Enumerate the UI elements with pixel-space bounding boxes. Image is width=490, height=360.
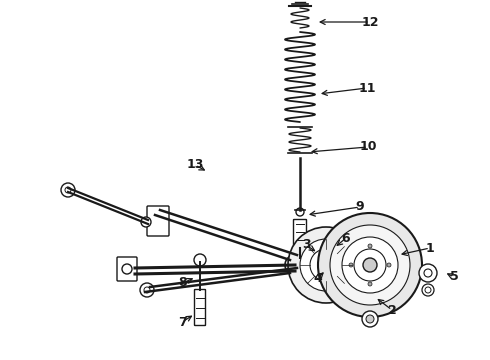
Text: 5: 5: [450, 270, 458, 284]
Text: 4: 4: [314, 271, 322, 284]
Text: 11: 11: [358, 81, 376, 94]
Circle shape: [330, 225, 410, 305]
FancyBboxPatch shape: [195, 289, 205, 325]
Circle shape: [349, 263, 353, 267]
Circle shape: [419, 264, 437, 282]
Circle shape: [300, 239, 352, 291]
Text: 7: 7: [178, 315, 186, 328]
Text: 3: 3: [302, 238, 310, 252]
FancyBboxPatch shape: [294, 220, 307, 248]
Text: 8: 8: [179, 276, 187, 289]
Circle shape: [285, 255, 305, 275]
Circle shape: [194, 254, 206, 266]
Text: 10: 10: [359, 140, 377, 153]
Text: 2: 2: [388, 303, 396, 316]
Text: 9: 9: [356, 201, 364, 213]
FancyBboxPatch shape: [117, 257, 137, 281]
Circle shape: [368, 282, 372, 286]
Text: 12: 12: [361, 15, 379, 28]
Circle shape: [65, 187, 71, 193]
FancyBboxPatch shape: [147, 206, 169, 236]
Circle shape: [290, 260, 300, 270]
Circle shape: [122, 264, 132, 274]
Circle shape: [368, 244, 372, 248]
Text: 6: 6: [342, 231, 350, 244]
Circle shape: [366, 315, 374, 323]
Circle shape: [318, 213, 422, 317]
Circle shape: [141, 217, 151, 227]
Circle shape: [140, 283, 154, 297]
Circle shape: [342, 237, 398, 293]
Circle shape: [61, 183, 75, 197]
Text: 13: 13: [186, 158, 204, 171]
Circle shape: [288, 227, 364, 303]
Circle shape: [387, 263, 391, 267]
Circle shape: [296, 208, 304, 216]
Circle shape: [354, 249, 386, 281]
Circle shape: [144, 287, 150, 293]
Circle shape: [362, 311, 378, 327]
Circle shape: [363, 258, 377, 272]
Circle shape: [319, 258, 333, 272]
Circle shape: [422, 284, 434, 296]
Text: 1: 1: [426, 242, 434, 255]
